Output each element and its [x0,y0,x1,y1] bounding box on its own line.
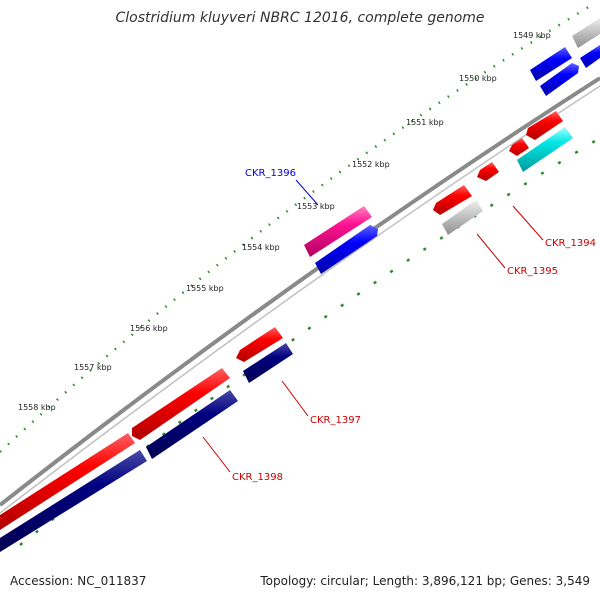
gene-ckr-1395-reverse[interactable] [442,200,483,235]
gene-ckr-1394-small[interactable] [477,162,499,181]
leader-ckr-1395 [476,233,506,269]
genome-backbone-outer [0,76,600,507]
scale-label-1551: 1551 kbp [406,118,444,127]
scale-label-1552: 1552 kbp [352,160,390,169]
gene-blue-1549-reverse[interactable] [580,45,600,68]
gene-blue-1549[interactable] [530,47,572,81]
gene-ckr-1397-forward[interactable] [236,327,283,362]
leader-ckr-1396 [295,179,319,206]
gene-ckr-1394-reverse[interactable] [517,127,573,172]
scale-label-1553: 1553 kbp [297,202,335,211]
gene-blue-1550[interactable] [540,63,579,96]
genome-summary-text: Topology: circular; Length: 3,896,121 bp… [260,574,590,588]
gene-ckr-1398-reverse[interactable] [0,450,147,552]
scale-label-1556: 1556 kbp [130,324,168,333]
gene-label-ckr-1397[interactable]: CKR_1397 [310,415,361,426]
accession-text: Accession: NC_011837 [10,574,147,588]
scale-label-1557: 1557 kbp [74,363,112,372]
gene-ckr-1398-navy-upper[interactable] [146,390,238,459]
outer-scale-ring [0,1,596,453]
gene-label-ckr-1395[interactable]: CKR_1395 [507,266,558,277]
map-title: Clostridium kluyveri NBRC 12016, complet… [115,10,485,26]
gene-ckr-1395-forward[interactable] [433,185,472,215]
leader-ckr-1397 [281,380,309,417]
genome-backbone-inner [0,85,600,514]
scale-label-1555: 1555 kbp [186,284,224,293]
scale-label-1549: 1549 kbp [513,31,551,40]
scale-label-1554: 1554 kbp [242,243,280,252]
scale-label-1550: 1550 kbp [459,74,497,83]
gene-red-1551-b[interactable] [526,111,563,140]
gene-label-ckr-1394[interactable]: CKR_1394 [545,238,596,249]
gene-ckr-1396-reverse[interactable] [315,225,378,274]
gene-ckr-1396-forward[interactable] [304,206,372,257]
scale-label-1558: 1558 kbp [18,403,56,412]
gene-label-ckr-1396[interactable]: CKR_1396 [245,168,296,179]
gene-ckr-1398-red-upper[interactable] [132,368,230,440]
gene-red-1551-a[interactable] [509,138,529,156]
gene-label-ckr-1398[interactable]: CKR_1398 [232,472,283,483]
gene-ckr-1398-forward[interactable] [0,433,135,530]
leader-ckr-1398 [202,436,231,473]
gene-ckr-1397-reverse[interactable] [243,343,293,383]
leader-ckr-1394 [512,205,544,241]
gene-gray-1549[interactable] [572,18,600,48]
